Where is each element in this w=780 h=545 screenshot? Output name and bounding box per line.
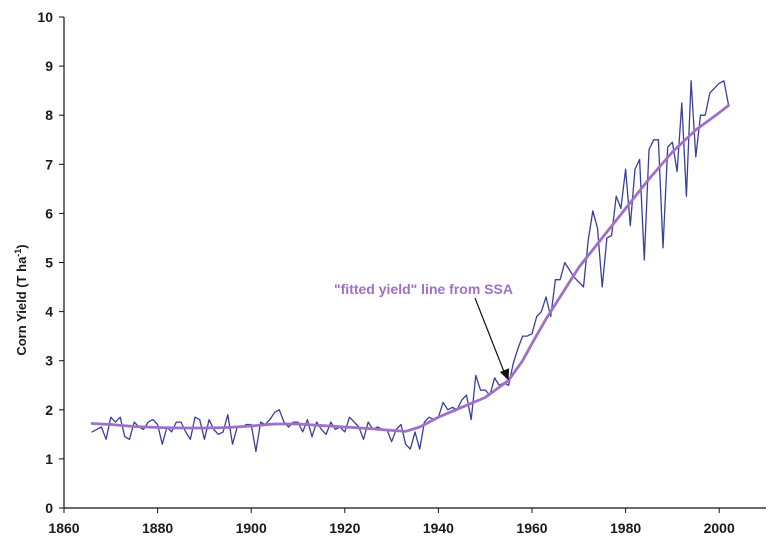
x-tick-label: 1880: [142, 520, 173, 536]
annotation-arrowhead: [499, 368, 510, 381]
x-tick-label: 1860: [48, 520, 79, 536]
y-tick-label: 7: [45, 156, 53, 172]
annotation-label: "fitted yield" line from SSA: [334, 281, 513, 297]
y-tick-label: 0: [45, 500, 53, 516]
y-axis-title-main: Corn Yield (T ha: [14, 256, 29, 356]
annotation-layer: "fitted yield" line from SSA: [334, 281, 513, 381]
axes: 0 1 2 3 4 5 6 7 8 9 10 1860 1880 1900 1920 1940 1960 1980…: [37, 9, 766, 536]
x-tick-label: 1980: [610, 520, 641, 536]
y-tick-label: 5: [45, 255, 53, 271]
y-tick-label: 9: [45, 58, 53, 74]
annotation-arrow-line: [474, 297, 508, 379]
x-tick-label: 1920: [329, 520, 360, 536]
y-axis-title-superscript: -1: [13, 249, 23, 257]
y-tick-label: 3: [45, 353, 53, 369]
fitted-yield-line: [90, 104, 730, 433]
x-tick-label: 1960: [516, 520, 547, 536]
x-tick-label: 1900: [236, 520, 267, 536]
y-tick-label: 6: [45, 205, 53, 221]
y-axis-title-close: ): [14, 244, 29, 248]
series-layer: [90, 80, 730, 453]
observed-yield-line: [91, 80, 730, 453]
x-tick-label: 1940: [423, 520, 454, 536]
y-tick-label: 8: [45, 107, 53, 123]
y-tick-label: 1: [45, 451, 53, 467]
y-tick-label: 2: [45, 402, 53, 418]
y-tick-label: 4: [45, 304, 53, 320]
y-axis-title: Corn Yield (T ha-1): [13, 244, 29, 355]
x-tick-label: 2000: [704, 520, 735, 536]
y-tick-label: 10: [37, 9, 53, 25]
